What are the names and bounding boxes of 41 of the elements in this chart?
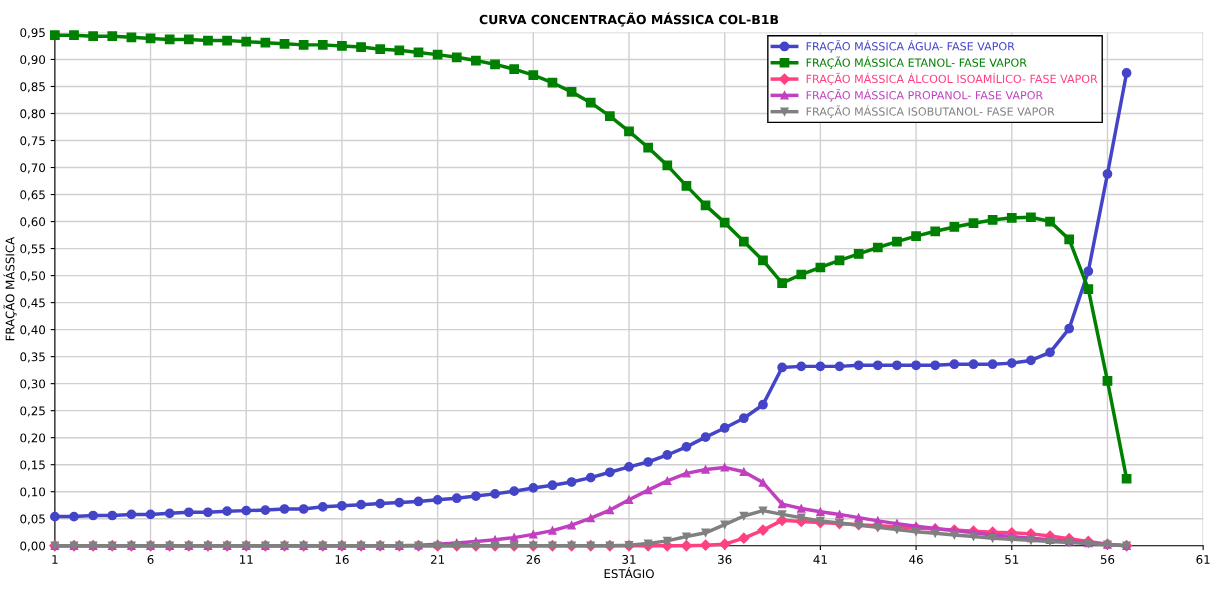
y-tick-label: 0,75	[20, 136, 45, 147]
x-tick-label: 41	[813, 555, 827, 564]
y-tick-label: 0,90	[20, 55, 46, 66]
y-tick-label: 0,95	[20, 28, 45, 39]
y-tick-label: 0,60	[20, 217, 46, 228]
y-axis-title: FRAÇÃO MÁSSICA	[3, 236, 17, 341]
legend-label: FRAÇÃO MÁSSICA PROPANOL- FASE VAPOR	[806, 88, 1043, 102]
y-tick-label: 0,85	[20, 82, 45, 93]
y-tick-label: 0,10	[20, 487, 46, 498]
legend-label: FRAÇÃO MÁSSICA ÁGUA- FASE VAPOR	[806, 40, 1015, 53]
x-tick-label: 21	[430, 554, 445, 564]
x-tick-label: 16	[335, 554, 349, 564]
y-tick-label: 0,15	[20, 460, 45, 471]
legend-label: FRAÇÃO MÁSSICA ÁLCOOL ISOAMÍLICO- FASE VAPOR	[806, 72, 1098, 86]
x-tick-label: 56	[1100, 554, 1115, 564]
legend-label: FRAÇÃO MÁSSICA ISOBUTANOL- FASE VAPOR	[806, 105, 1055, 118]
x-tick-label: 11	[240, 555, 253, 564]
y-tick-label: 0,25	[20, 406, 45, 417]
y-tick-label: 0,50	[20, 271, 46, 282]
x-tick-label: 1	[52, 555, 58, 564]
y-tick-label: 0,40	[20, 325, 46, 336]
x-tick-label: 36	[718, 554, 732, 564]
y-tick-label: 0,80	[20, 109, 46, 120]
x-tick-label: 26	[526, 554, 541, 564]
y-tick-label: 0,70	[20, 163, 46, 174]
y-tick-label: 0,05	[20, 514, 45, 525]
legend-label: FRAÇÃO MÁSSICA ETANOL- FASE VAPOR	[806, 56, 1027, 69]
chart-title: CURVA CONCENTRAÇÃO MÁSSICA COL-B1B	[479, 12, 779, 27]
x-tick-label: 6	[147, 554, 154, 564]
y-tick-label: 0,00	[20, 541, 46, 552]
y-tick-label: 0,35	[20, 352, 45, 363]
y-tick-label: 0,65	[20, 190, 45, 201]
y-tick-label: 0,20	[20, 433, 46, 444]
x-tick-label: 51	[1005, 555, 1019, 564]
y-tick-label: 0,30	[20, 379, 46, 390]
x-tick-label: 46	[909, 554, 923, 564]
x-tick-label: 31	[622, 554, 636, 564]
y-tick-label: 0,45	[20, 298, 45, 309]
y-tick-label: 0,55	[20, 244, 45, 255]
x-axis-title: ESTÁGIO	[604, 567, 654, 579]
x-tick-label: 61	[1196, 554, 1210, 564]
